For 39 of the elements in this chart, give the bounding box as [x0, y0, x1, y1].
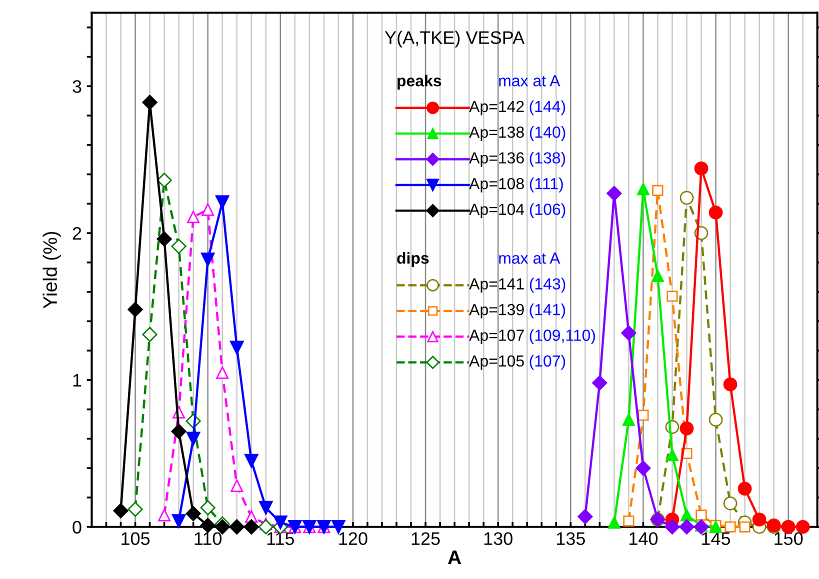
x-tick-label: 115 [267, 532, 294, 546]
annotation: (140) [530, 126, 566, 141]
x-tick-label: 150 [774, 532, 803, 546]
annotation: (138) [530, 152, 566, 167]
y-tick-label: 2 [72, 227, 82, 240]
x-tick-label: 110 [194, 532, 222, 546]
legend-label: Ap=108 [469, 178, 524, 192]
annotation: (144) [530, 100, 566, 116]
annotation: (143) [530, 278, 566, 293]
x-tick-label: 135 [556, 532, 585, 546]
y-axis-title: Yield (%) [42, 232, 61, 308]
legend-label: Ap=104 [469, 204, 524, 218]
legend-label: Ap=141 [469, 278, 524, 293]
annotation: (107) [530, 354, 566, 370]
legend-label: Ap=107 [469, 330, 524, 344]
x-tick-label: 140 [630, 532, 658, 546]
y-tick-label: 1 [73, 374, 82, 387]
annotation: dips [397, 252, 429, 267]
annotation: max at A [499, 75, 560, 86]
x-tick-label: 145 [702, 532, 730, 546]
annotation: (106) [530, 203, 566, 218]
x-tick-label: 105 [122, 532, 150, 546]
annotation: peaks [398, 74, 442, 90]
legend-label: Ap=136 [469, 152, 524, 167]
x-tick-label: 125 [412, 532, 440, 546]
legend-label: Ap=105 [469, 355, 524, 370]
annotation: max at A [499, 252, 560, 264]
x-axis-title: A [448, 550, 462, 564]
legend-label: Ap=139 [469, 304, 524, 318]
annotation: (111) [530, 178, 563, 192]
annotation: (141) [530, 304, 566, 318]
legend-label: Ap=142 [469, 100, 524, 116]
y-tick-label: 0 [72, 520, 82, 534]
y-tick-label: 3 [72, 80, 82, 93]
text: Y(A,TKE) VESPA [384, 30, 525, 48]
x-tick-label: 130 [484, 532, 512, 546]
x-tick-label: 120 [339, 532, 368, 546]
legend-label: Ap=138 [469, 126, 524, 142]
annotation: (109,110) [530, 329, 595, 344]
